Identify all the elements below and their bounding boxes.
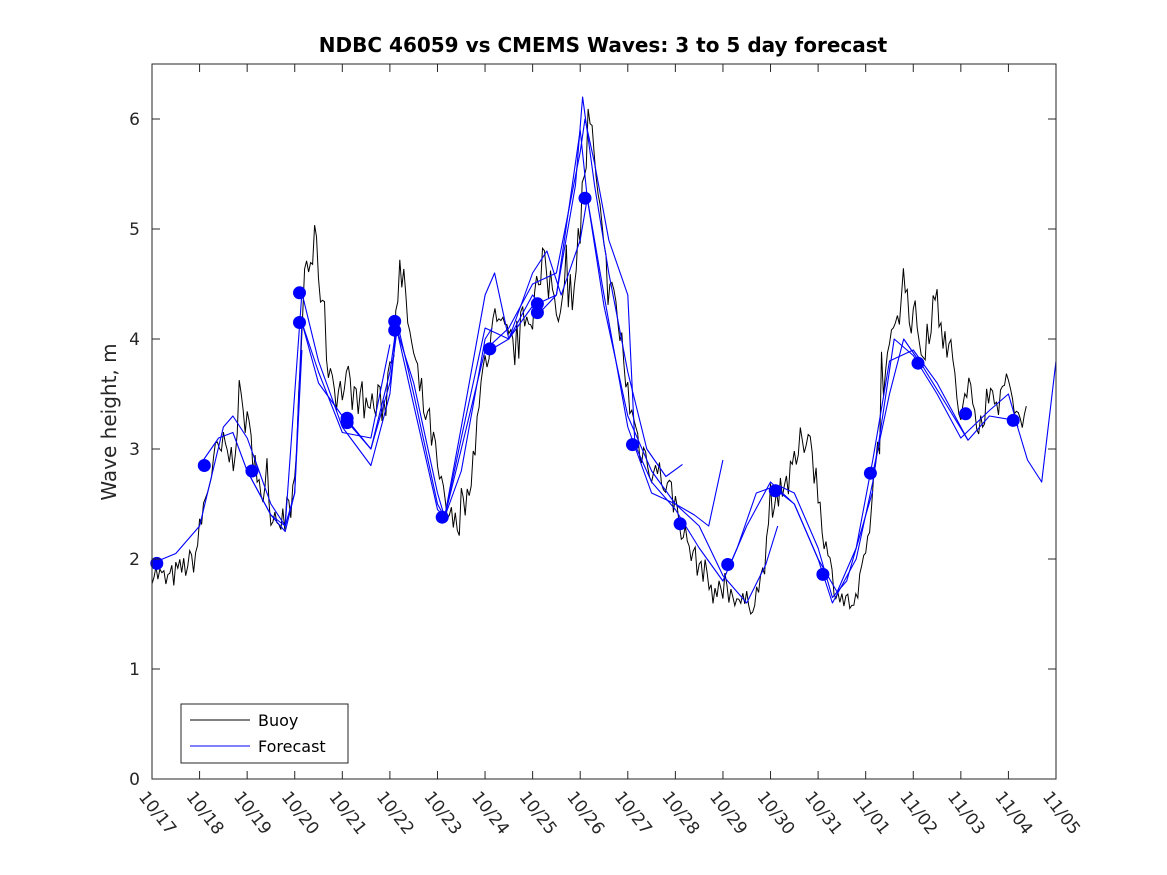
forecast-line-13	[777, 338, 1019, 604]
legend-forecast-label: Forecast	[258, 737, 326, 756]
forecast-marker	[293, 286, 306, 300]
forecast-marker	[530, 306, 544, 320]
y-tick-label: 0	[129, 770, 140, 790]
legend-buoy-label: Buoy	[258, 711, 298, 730]
forecast-marker	[626, 438, 639, 452]
y-axis-label: Wave height, m	[97, 343, 121, 500]
forecast-marker	[863, 466, 877, 480]
chart-title: NDBC 46059 vs CMEMS Waves: 3 to 5 day fo…	[319, 33, 888, 57]
y-tick-label: 3	[129, 440, 140, 460]
forecast-marker	[1006, 413, 1020, 427]
y-tick-label: 5	[129, 220, 140, 240]
forecast-line-12	[729, 349, 969, 593]
y-tick-label: 4	[129, 330, 140, 350]
forecast-marker	[388, 323, 402, 337]
forecast-marker	[293, 316, 306, 329]
legend: Buoy Forecast	[180, 703, 349, 764]
plot-area	[150, 96, 1057, 615]
forecast-marker	[768, 484, 782, 498]
forecast-line-9	[539, 129, 724, 527]
forecast-marker	[245, 464, 259, 478]
forecast-marker	[483, 342, 497, 356]
forecast-marker	[150, 556, 164, 570]
forecast-line-1	[151, 349, 303, 564]
y-tick-label: 1	[129, 660, 140, 680]
forecast-marker	[340, 416, 354, 430]
forecast-line-14	[872, 338, 1057, 483]
forecast-line-6	[396, 198, 588, 518]
forecast-line-10	[586, 198, 779, 604]
forecast-marker	[673, 517, 687, 531]
forecast-line-3	[246, 292, 398, 527]
forecast-marker	[911, 356, 925, 370]
forecast-marker	[197, 459, 211, 472]
forecast-line-11	[634, 444, 874, 599]
plot-frame	[151, 63, 1057, 780]
forecast-marker	[578, 191, 592, 205]
y-tick-label: 6	[129, 110, 140, 130]
forecast-marker	[721, 558, 735, 571]
y-tick-label: 2	[129, 550, 140, 570]
forecast-marker	[435, 510, 449, 524]
legend-box	[180, 703, 349, 764]
forecast-marker	[816, 567, 830, 581]
forecast-line-8	[491, 96, 683, 478]
forecast-marker	[959, 407, 973, 421]
